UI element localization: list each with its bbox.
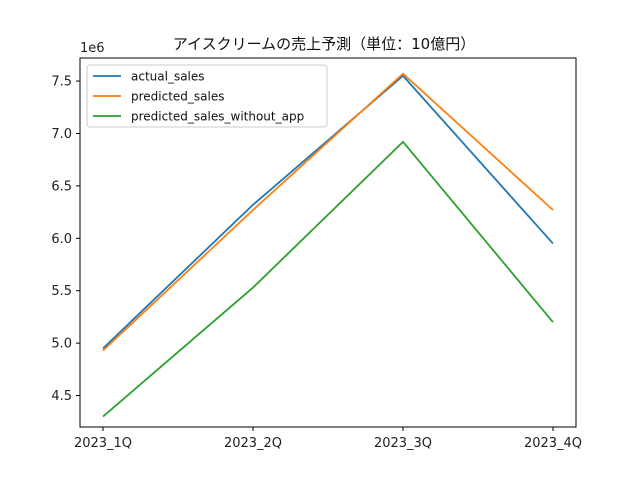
x-tick-label: 2023_1Q <box>74 436 132 451</box>
plot-area-frame <box>79 57 577 428</box>
y-tick-label: 6.5 <box>51 179 72 194</box>
series-line-predicted-sales <box>102 72 554 352</box>
series-line-predicted-sales-without-app <box>102 140 554 418</box>
x-tick-label: 2023_3Q <box>374 436 432 451</box>
y-axis-multiplier-label: 1e6 <box>80 41 105 56</box>
x-tick-label: 2023_2Q <box>224 436 282 451</box>
y-tick-label: 5.0 <box>51 337 72 352</box>
y-tick-label: 7.0 <box>51 127 72 142</box>
legend-entry-label: predicted_sales_without_app <box>131 110 304 124</box>
legend: actual_sales predicted_sales predicted_sal… <box>86 64 328 128</box>
y-tick-label: 7.5 <box>51 75 72 90</box>
legend-entry-label: predicted_sales <box>131 90 225 104</box>
chart-title: アイスクリームの売上予測（単位：10億円） <box>173 35 475 53</box>
series-line-actual-sales <box>102 74 554 350</box>
y-tick-label: 4.5 <box>51 389 72 404</box>
legend-box <box>86 64 328 128</box>
legend-entry-label: actual_sales <box>131 70 205 84</box>
y-tick-label: 5.5 <box>51 284 72 299</box>
y-axis: 4.5 5.0 5.5 6.0 6.5 7.0 7.5 <box>51 75 80 404</box>
x-tick-label: 2023_4Q <box>524 436 582 451</box>
x-axis: 2023_1Q 2023_2Q 2023_3Q 2023_4Q <box>74 427 582 451</box>
series-lines <box>102 72 554 418</box>
y-tick-label: 6.0 <box>51 232 72 247</box>
